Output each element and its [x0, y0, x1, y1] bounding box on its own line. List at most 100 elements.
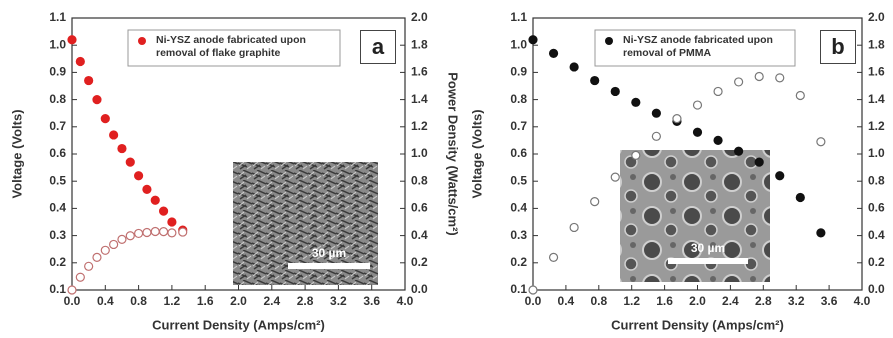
data-point [76, 58, 84, 66]
data-point [735, 147, 743, 155]
x-tick-label: 1.2 [164, 294, 181, 308]
data-point [694, 101, 702, 109]
data-point [85, 77, 93, 85]
data-point [126, 232, 134, 240]
x-tick-label: 2.8 [297, 294, 314, 308]
y-tick-label: 0.5 [510, 173, 527, 187]
data-point [101, 246, 109, 254]
y-tick-label: 0.3 [49, 228, 66, 242]
data-point [101, 115, 109, 123]
data-point [168, 218, 176, 226]
data-point [135, 172, 143, 180]
data-point [796, 194, 804, 202]
legend-marker [138, 37, 146, 45]
data-point [135, 229, 143, 237]
data-point [570, 223, 578, 231]
x-tick-label: 3.2 [330, 294, 347, 308]
scale-bar-label: 30 µm [668, 241, 748, 255]
data-point [632, 151, 640, 159]
panel-label: a [360, 30, 396, 64]
y2-tick-label: 1.0 [411, 146, 428, 160]
y-tick-label: 0.9 [510, 65, 527, 79]
data-point [632, 98, 640, 106]
y-axis-label: Voltage (Volts) [469, 109, 484, 198]
data-point [143, 185, 151, 193]
data-point [550, 253, 558, 261]
data-point [714, 87, 722, 95]
legend-label: Ni-YSZ anode fabricated upon removal of … [156, 34, 334, 60]
data-point [93, 253, 101, 261]
data-point [776, 74, 784, 82]
x-tick-label: 2.4 [263, 294, 280, 308]
y2-tick-label: 0.6 [411, 201, 428, 215]
scale-bar [288, 263, 370, 269]
y-tick-label: 0.1 [510, 282, 527, 296]
data-point [796, 92, 804, 100]
y-tick-label: 0.8 [49, 92, 66, 106]
data-point [673, 115, 681, 123]
data-point [611, 87, 619, 95]
y-axis-label: Voltage (Volts) [9, 109, 24, 198]
figure: 0.00.40.81.21.62.02.42.83.23.64.00.10.20… [0, 0, 893, 338]
data-point [68, 36, 76, 44]
y-tick-label: 0.7 [510, 119, 527, 133]
x-tick-label: 2.4 [722, 294, 739, 308]
legend-label: Ni-YSZ anode fabricated upon removal of … [623, 34, 789, 60]
x-tick-label: 1.6 [656, 294, 673, 308]
y2-tick-label: 0.8 [868, 173, 885, 187]
data-point [110, 240, 118, 248]
data-point [160, 207, 168, 215]
x-tick-label: 2.8 [755, 294, 772, 308]
y2-axis-label: Power Density (Watts/cm²) [446, 72, 461, 236]
data-point [735, 78, 743, 86]
y2-tick-label: 0.0 [868, 282, 885, 296]
y2-tick-label: 1.6 [868, 65, 885, 79]
x-tick-label: 3.2 [788, 294, 805, 308]
data-point [151, 228, 159, 236]
data-point [755, 158, 763, 166]
y2-tick-label: 0.6 [868, 201, 885, 215]
y2-tick-label: 1.4 [411, 92, 428, 106]
data-point [76, 273, 84, 281]
x-tick-label: 0.4 [97, 294, 114, 308]
y-tick-label: 1.1 [49, 10, 66, 24]
y-tick-label: 0.2 [510, 255, 527, 269]
y-tick-label: 1.0 [49, 37, 66, 51]
data-point [118, 235, 126, 243]
y2-tick-label: 1.0 [868, 146, 885, 160]
x-axis-label: Current Density (Amps/cm²) [152, 317, 325, 332]
data-point [160, 228, 168, 236]
data-point [529, 36, 537, 44]
x-tick-label: 1.2 [623, 294, 640, 308]
data-point [143, 228, 151, 236]
y2-tick-label: 1.2 [868, 119, 885, 133]
y-tick-label: 0.8 [510, 92, 527, 106]
y-tick-label: 0.7 [49, 119, 66, 133]
y2-tick-label: 0.2 [411, 255, 428, 269]
x-tick-label: 0.0 [64, 294, 81, 308]
scale-bar [668, 258, 748, 264]
y2-tick-label: 0.8 [411, 173, 428, 187]
data-point [68, 286, 76, 294]
x-tick-label: 2.0 [689, 294, 706, 308]
y2-tick-label: 0.4 [411, 228, 428, 242]
y-tick-label: 0.6 [510, 146, 527, 160]
y-tick-label: 1.0 [510, 37, 527, 51]
x-tick-label: 3.6 [821, 294, 838, 308]
data-point [118, 145, 126, 153]
data-point [652, 132, 660, 140]
y-tick-label: 0.6 [49, 146, 66, 160]
x-tick-label: 3.6 [363, 294, 380, 308]
data-point [652, 109, 660, 117]
y2-tick-label: 1.6 [411, 65, 428, 79]
data-point [570, 63, 578, 71]
y-tick-label: 0.4 [510, 201, 527, 215]
y2-tick-label: 0.4 [868, 228, 885, 242]
data-point [714, 136, 722, 144]
y2-tick-label: 0.0 [411, 282, 428, 296]
panel-label: b [820, 30, 856, 64]
x-tick-label: 0.4 [558, 294, 575, 308]
legend-marker [605, 37, 613, 45]
y-tick-label: 0.3 [510, 228, 527, 242]
data-point [550, 49, 558, 57]
